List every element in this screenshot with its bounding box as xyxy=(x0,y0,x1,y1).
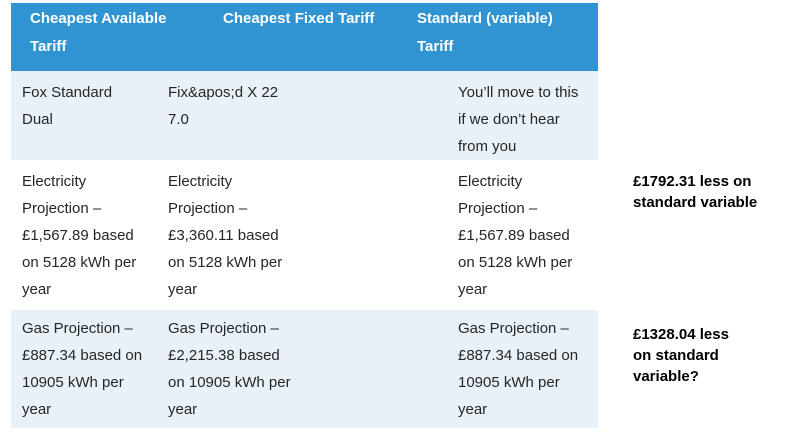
annotation-electricity-saving: £1792.31 less on standard variable xyxy=(633,173,758,211)
cell-standard-tariff-note: You’ll move to this if we don’t hear fro… xyxy=(458,84,579,155)
cell-fixed-electricity-projection: Electricity Projection – £3,360.11 based… xyxy=(168,173,283,298)
cell-fixed-gas-projection: Gas Projection – £2,215.38 based on 1090… xyxy=(168,320,291,418)
cell-available-tariff-name: Fox Standard Dual xyxy=(22,84,113,128)
tariff-comparison-table: Cheapest Available Tariff Cheapest Fixed… xyxy=(11,3,598,428)
table-row-electricity-projection: Electricity Projection – £1,567.89 based… xyxy=(11,160,598,310)
table-row-gas-projection: Gas Projection – £887.34 based on 10905 … xyxy=(11,310,598,428)
header-standard-variable-tariff: Standard (variable) Tariff xyxy=(417,10,553,55)
header-cheapest-fixed-tariff: Cheapest Fixed Tariff xyxy=(223,10,375,27)
cell-available-gas-projection: Gas Projection – £887.34 based on 10905 … xyxy=(22,320,143,418)
table-header-row: Cheapest Available Tariff Cheapest Fixed… xyxy=(11,3,598,71)
cell-standard-gas-projection: Gas Projection – £887.34 based on 10905 … xyxy=(458,320,579,418)
cell-available-electricity-projection: Electricity Projection – £1,567.89 based… xyxy=(22,173,137,298)
cell-standard-electricity-projection: Electricity Projection – £1,567.89 based… xyxy=(458,173,573,298)
table-row-tariff-names: Fox Standard Dual Fix&apos;d X 22 7.0 Yo… xyxy=(11,71,598,160)
annotation-gas-saving: £1328.04 less on standard variable? xyxy=(633,326,729,385)
header-cheapest-available-tariff: Cheapest Available Tariff xyxy=(30,10,167,55)
cell-fixed-tariff-name: Fix&apos;d X 22 7.0 xyxy=(168,84,279,128)
